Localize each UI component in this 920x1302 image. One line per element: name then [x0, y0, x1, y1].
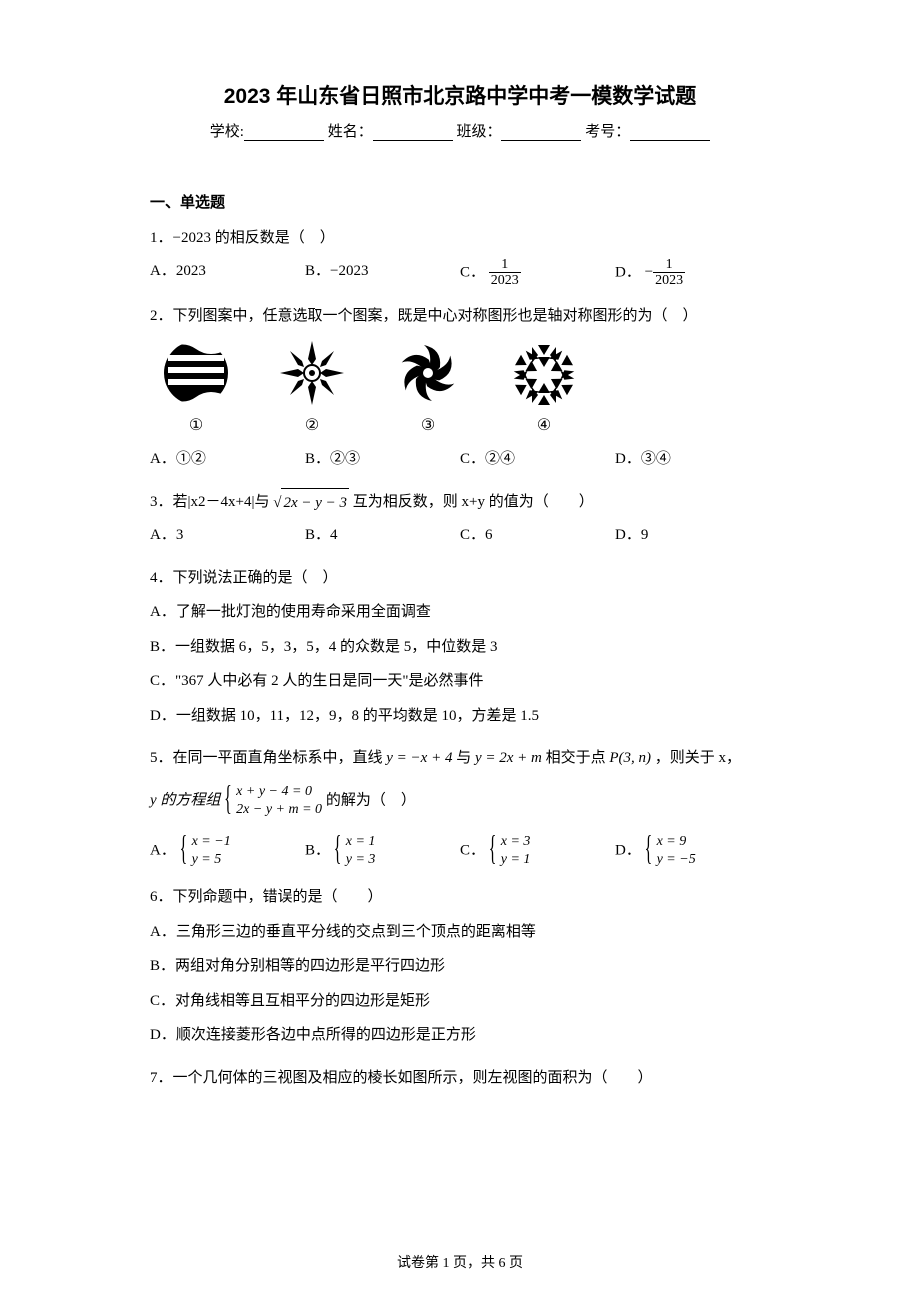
q2-image-2: ②	[278, 339, 346, 441]
examno-blank	[630, 126, 710, 141]
q1-opt-b: B．−2023	[305, 257, 460, 289]
q3-stem: 3．若|x2－4x+4|与 √2x − y − 3 互为相反数，则 x+y 的值…	[150, 488, 770, 518]
page-footer: 试卷第 1 页，共 6 页	[0, 1252, 920, 1272]
q5-opt-b: B． x = 1y = 3	[305, 833, 460, 869]
symbol-2-icon	[278, 339, 346, 407]
q1-opt-a: A．2023	[150, 257, 305, 289]
q6-opt-c: C．对角线相等且互相平分的四边形是矩形	[150, 987, 770, 1016]
info-line: 学校: 姓名： 班级： 考号：	[150, 120, 770, 141]
q4-opt-d: D．一组数据 10，11，12，9，8 的平均数是 10，方差是 1.5	[150, 702, 770, 731]
name-blank	[373, 126, 453, 141]
q3-opt-a: A．3	[150, 521, 305, 550]
page-title: 2023 年山东省日照市北京路中学中考一模数学试题	[150, 80, 770, 110]
q1-options: A．2023 B．−2023 C． 12023 D． −12023	[150, 257, 770, 289]
q4-opt-b: B．一组数据 6，5，3，5，4 的众数是 5，中位数是 3	[150, 633, 770, 662]
q3-opt-c: C．6	[460, 521, 615, 550]
q6-options: A．三角形三边的垂直平分线的交点到三个顶点的距离相等 B．两组对角分别相等的四边…	[150, 918, 770, 1050]
q7-stem: 7．一个几何体的三视图及相应的棱长如图所示，则左视图的面积为（ ）	[150, 1064, 770, 1093]
q3-options: A．3 B．4 C．6 D．9	[150, 521, 770, 550]
q3-opt-b: B．4	[305, 521, 460, 550]
q5-opt-c: C． x = 3y = 1	[460, 833, 615, 869]
class-blank	[501, 126, 581, 141]
q6-opt-a: A．三角形三边的垂直平分线的交点到三个顶点的距离相等	[150, 918, 770, 947]
examno-label: 考号：	[585, 124, 630, 140]
q1-opt-d: D． −12023	[615, 257, 770, 289]
q2-opt-c: C．②④	[460, 445, 615, 474]
q1-opt-c: C． 12023	[460, 257, 615, 289]
q2-opt-b: B．②③	[305, 445, 460, 474]
q2-opt-d: D．③④	[615, 445, 770, 474]
q5-opt-a: A． x = −1y = 5	[150, 833, 305, 869]
symbol-1-icon	[162, 339, 230, 407]
question-1: 1．−2023 的相反数是（ ） A．2023 B．−2023 C． 12023…	[150, 224, 770, 288]
question-6: 6．下列命题中，错误的是（ ） A．三角形三边的垂直平分线的交点到三个顶点的距离…	[150, 883, 770, 1050]
school-label: 学校:	[210, 124, 244, 140]
q2-image-4: ④	[510, 339, 578, 441]
q6-stem: 6．下列命题中，错误的是（ ）	[150, 883, 770, 912]
q4-options: A．了解一批灯泡的使用寿命采用全面调查 B．一组数据 6，5，3，5，4 的众数…	[150, 598, 770, 730]
q5-stem-line1: 5．在同一平面直角坐标系中，直线 y = −x + 4 与 y = 2x + m…	[150, 744, 770, 773]
q5-opt-d: D． x = 9y = −5	[615, 833, 770, 869]
q5-options: A． x = −1y = 5 B． x = 1y = 3 C． x = 3y =…	[150, 833, 770, 869]
q1-stem: 1．−2023 的相反数是（ ）	[150, 230, 335, 246]
question-2: 2．下列图案中，任意选取一个图案，既是中心对称图形也是轴对称图形的为（ ） ①	[150, 302, 770, 473]
q6-opt-d: D．顺次连接菱形各边中点所得的四边形是正方形	[150, 1021, 770, 1050]
question-5: 5．在同一平面直角坐标系中，直线 y = −x + 4 与 y = 2x + m…	[150, 744, 770, 869]
q4-opt-a: A．了解一批灯泡的使用寿命采用全面调查	[150, 598, 770, 627]
q4-opt-c: C．"367 人中必有 2 人的生日是同一天"是必然事件	[150, 667, 770, 696]
question-4: 4．下列说法正确的是（ ） A．了解一批灯泡的使用寿命采用全面调查 B．一组数据…	[150, 564, 770, 731]
q2-options: A．①② B．②③ C．②④ D．③④	[150, 445, 770, 474]
q2-image-1: ①	[162, 339, 230, 441]
q6-opt-b: B．两组对角分别相等的四边形是平行四边形	[150, 952, 770, 981]
symbol-3-icon	[394, 339, 462, 407]
symbol-4-icon	[510, 339, 578, 407]
q2-opt-a: A．①②	[150, 445, 305, 474]
q2-image-3: ③	[394, 339, 462, 441]
name-label: 姓名：	[328, 124, 373, 140]
school-blank	[244, 126, 324, 141]
section-1-header: 一、单选题	[150, 191, 770, 212]
q4-stem: 4．下列说法正确的是（ ）	[150, 564, 770, 593]
q2-images: ① ②	[162, 339, 770, 441]
q3-opt-d: D．9	[615, 521, 770, 550]
q2-stem: 2．下列图案中，任意选取一个图案，既是中心对称图形也是轴对称图形的为（ ）	[150, 302, 770, 331]
question-3: 3．若|x2－4x+4|与 √2x − y − 3 互为相反数，则 x+y 的值…	[150, 488, 770, 550]
q5-stem-line2: y 的方程组 x + y − 4 = 0 2x − y + m = 0 的解为（…	[150, 783, 770, 819]
class-label: 班级：	[456, 124, 501, 140]
question-7: 7．一个几何体的三视图及相应的棱长如图所示，则左视图的面积为（ ）	[150, 1064, 770, 1093]
